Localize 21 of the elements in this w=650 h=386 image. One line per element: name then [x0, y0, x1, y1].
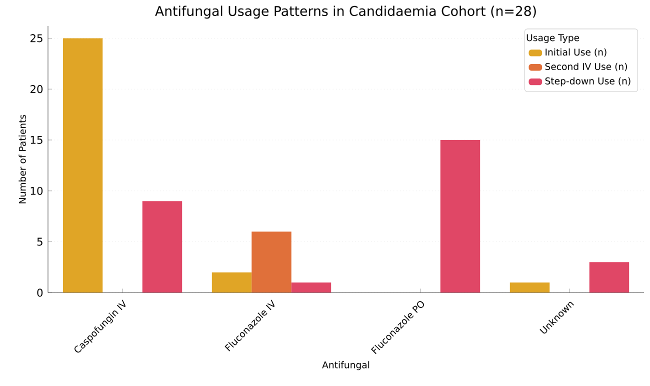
- y-tick-label: 20: [30, 85, 43, 94]
- legend-label: Second IV Use (n): [545, 62, 627, 72]
- chart-title: Antifungal Usage Patterns in Candidaemia Cohort (n=28): [155, 6, 536, 19]
- bar: [291, 282, 332, 293]
- y-tick-label: 0: [37, 288, 43, 297]
- y-tick-label: 10: [30, 186, 43, 195]
- y-tick-label: 15: [30, 136, 42, 144]
- bar: [62, 38, 103, 293]
- legend-label: Initial Use (n): [546, 48, 606, 57]
- bar: [589, 262, 630, 293]
- legend-title: Usage Type: [526, 34, 580, 44]
- x-axis-title: Antifungal: [322, 361, 370, 370]
- y-tick-label: 25: [30, 34, 42, 42]
- y-tick-label: 5: [37, 238, 42, 246]
- y-axis-title: Number of Patients: [18, 114, 26, 204]
- bar: [510, 282, 550, 293]
- bar: [440, 140, 480, 293]
- bar: [252, 232, 292, 293]
- bar: [142, 201, 182, 293]
- legend-label: Step-down Use (n): [545, 77, 630, 86]
- bar: [212, 272, 252, 293]
